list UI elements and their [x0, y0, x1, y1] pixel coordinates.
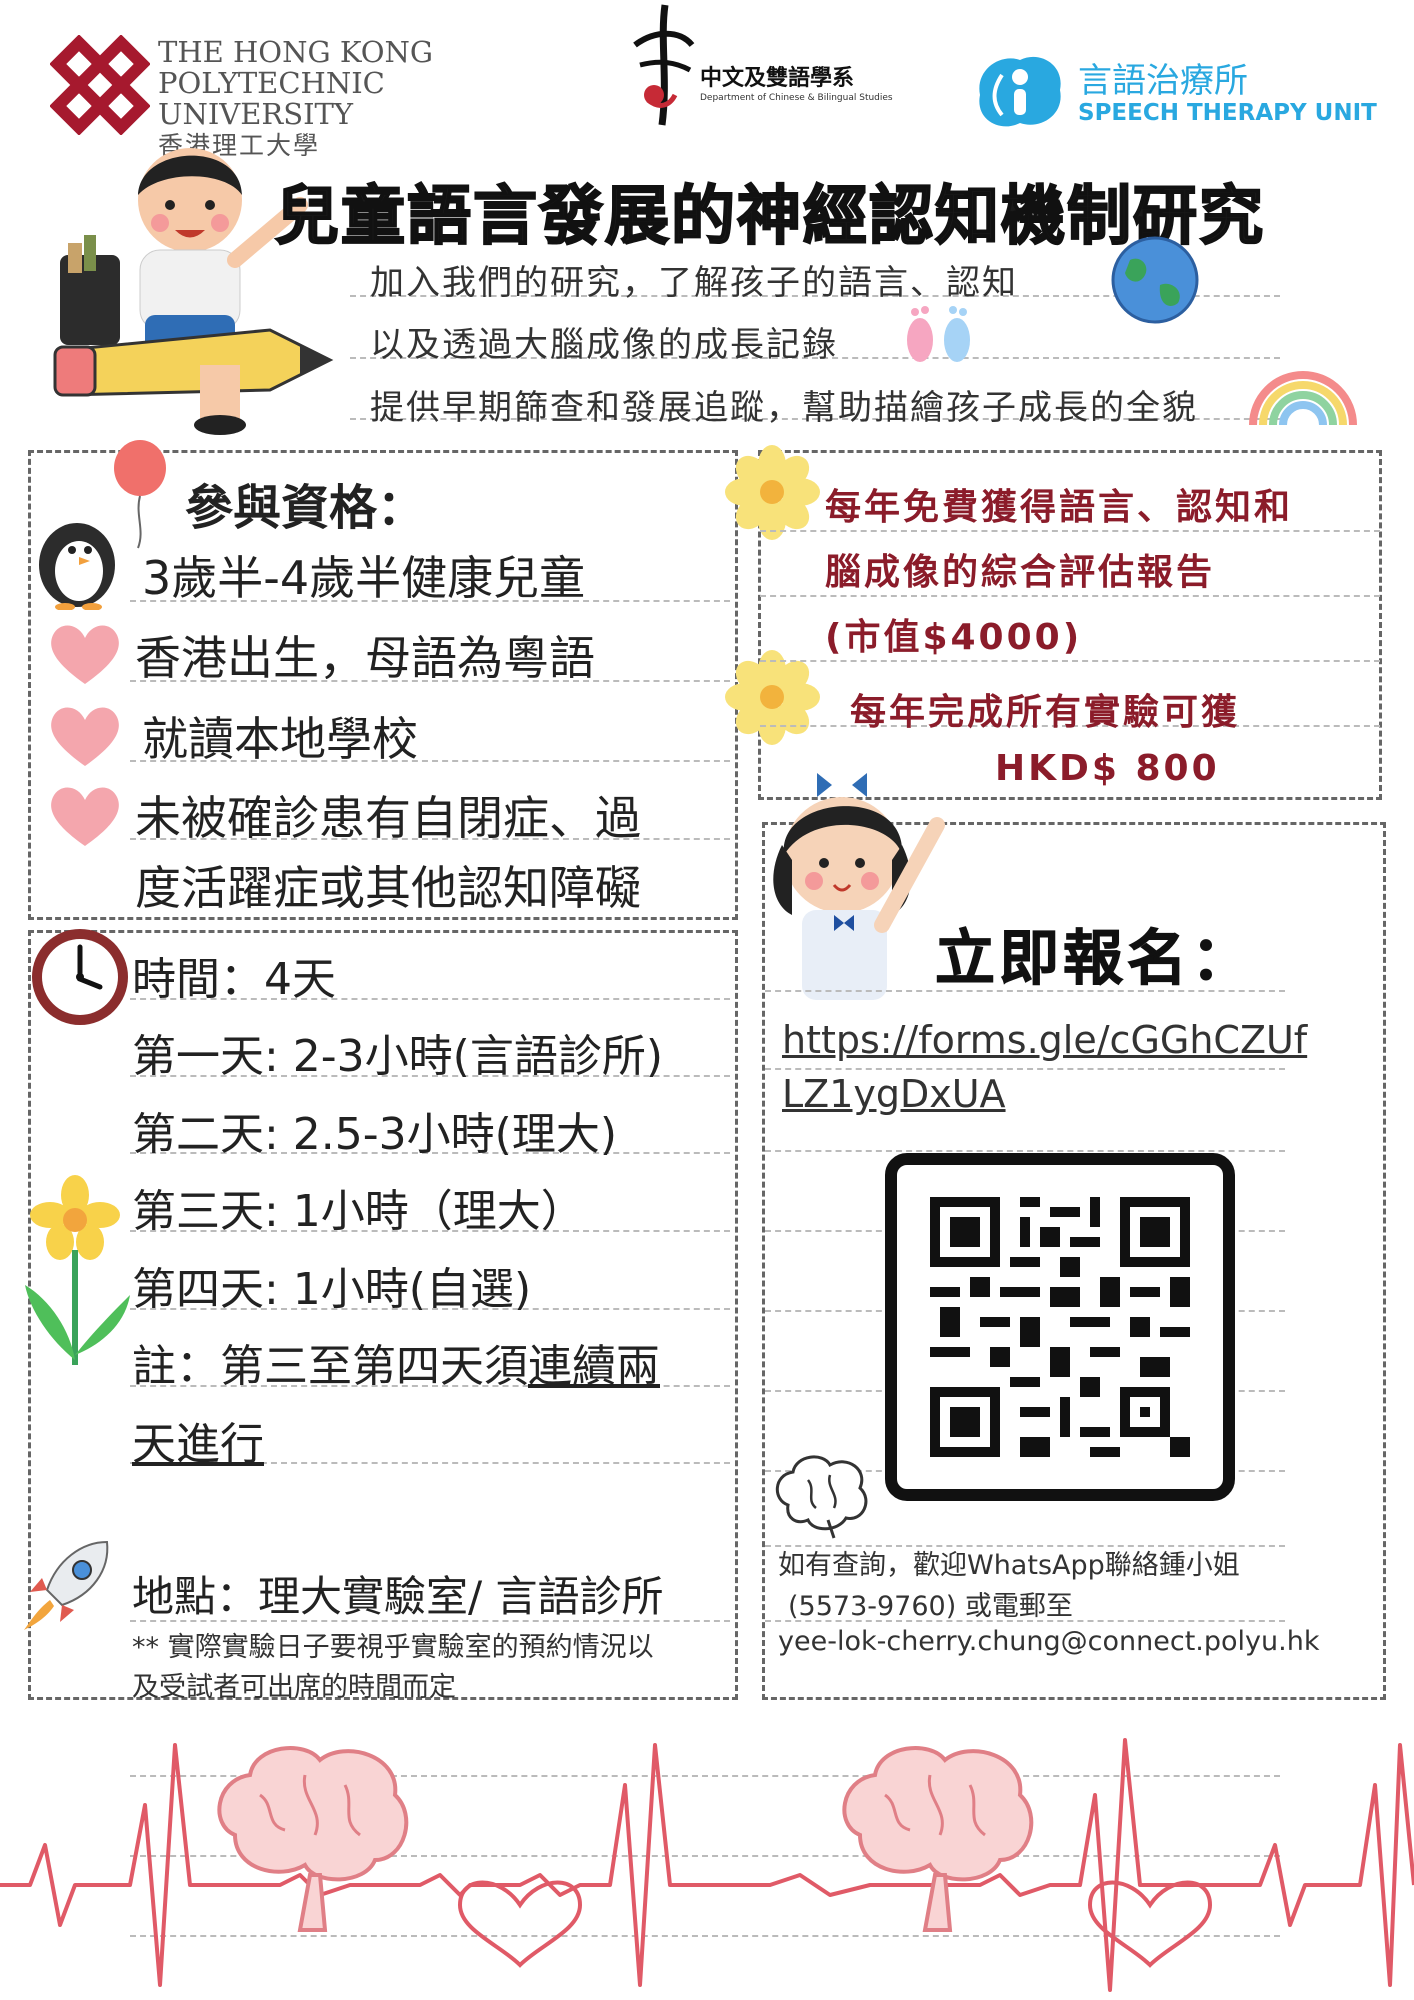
- schedule-location: 地點：理大實驗室/ 言語診所: [132, 1572, 664, 1621]
- eligibility-heading: 參與資格：: [185, 480, 426, 536]
- polyu-en-line1: THE HONG KONG: [158, 35, 434, 69]
- benefit-line-1: 每年免費獲得語言、認知和: [825, 487, 1294, 528]
- girl-waving-icon: [773, 773, 945, 1000]
- tulip-icon: [25, 1175, 130, 1365]
- benefit-line-5: HKD$ 800: [995, 748, 1220, 789]
- footprints-icon: [907, 306, 970, 362]
- stu-logo: 言語治療所 SPEECH THERAPY UNIT: [970, 45, 1377, 135]
- brain-icon: [842, 1746, 1034, 1932]
- intro-line-1: 加入我們的研究，了解孩子的語言、認知: [370, 263, 1018, 303]
- heart-icon: [51, 787, 119, 846]
- schedule-day-4: 第四天: 1小時(自選): [132, 1264, 532, 1315]
- dept-logo-icon: [633, 4, 695, 126]
- schedule-day-2: 第二天: 2.5-3小時(理大): [132, 1109, 617, 1160]
- register-heading: 立即報名：: [935, 924, 1255, 995]
- clock-icon: [32, 929, 128, 1025]
- schedule-footnote-2: 及受試者可出席的時間而定: [132, 1672, 456, 1703]
- register-link-line-1[interactable]: https://forms.gle/cGGhCZUf: [782, 1018, 1308, 1062]
- register-box: [762, 822, 1386, 1700]
- heartbeat-icon: [0, 1738, 1414, 1992]
- register-link-line-2[interactable]: LZ1ygDxUA: [782, 1072, 1006, 1116]
- dept-zh: 中文及雙語學系: [700, 65, 855, 91]
- brain-icon: [775, 1455, 868, 1539]
- polyu-logo-icon: [50, 35, 150, 135]
- schedule-day-1: 第一天: 2-3小時(言語診所): [132, 1031, 664, 1082]
- schedule-note-part-b: 連續兩: [528, 1341, 660, 1392]
- flower-icon: [725, 445, 820, 540]
- dept-logo: 中文及雙語學系 Department of Chinese & Bilingua…: [620, 0, 900, 130]
- contact-line-1: 如有查詢，歡迎WhatsApp聯絡鍾小姐: [778, 1550, 1240, 1581]
- contact-line-2: (5573-9760) 或電郵至: [788, 1591, 1073, 1622]
- penguin-icon: [39, 523, 115, 610]
- benefits-box: [758, 450, 1382, 800]
- balloon-icon: [114, 440, 166, 549]
- rocket-icon: [24, 1540, 109, 1630]
- schedule-footnote-1: ** 實際實驗日子要視乎實驗室的預約情況以: [132, 1632, 654, 1663]
- page-title: 兒童語言發展的神經認知機制研究: [274, 179, 1265, 255]
- schedule-note: 註：第三至第四天須連續兩: [132, 1330, 660, 1394]
- dept-en: Department of Chinese & Bilingual Studie…: [700, 93, 893, 103]
- eligibility-item-4: 未被確診患有自閉症、過: [135, 791, 641, 845]
- stu-zh: 言語治療所: [1078, 61, 1248, 101]
- boy-on-pencil-icon: [53, 148, 334, 435]
- schedule-note-part-a: 註：第三至第四天須: [132, 1341, 528, 1392]
- eligibility-item-5: 度活躍症或其他認知障礙: [135, 861, 641, 915]
- stu-logo-icon: [979, 56, 1061, 127]
- eligibility-item-3: 就讀本地學校: [142, 712, 418, 766]
- qr-code-icon: [930, 1197, 1190, 1457]
- flower-icon: [725, 650, 820, 745]
- eligibility-item-2: 香港出生，母語為粵語: [135, 631, 595, 685]
- benefit-line-3: (市值$4000): [825, 617, 1083, 658]
- intro-line-3: 提供早期篩查和發展追蹤，幫助描繪孩子成長的全貌: [370, 388, 1198, 428]
- benefit-line-4: 每年完成所有實驗可獲: [850, 692, 1241, 733]
- benefit-line-2: 腦成像的綜合評估報告: [825, 552, 1216, 593]
- stu-en: SPEECH THERAPY UNIT: [1078, 100, 1377, 126]
- heart-icon: [51, 625, 119, 684]
- brain-icon: [217, 1746, 409, 1932]
- schedule-time: 時間：4天: [132, 954, 336, 1005]
- qr-code[interactable]: [885, 1153, 1235, 1501]
- intro-line-2: 以及透過大腦成像的成長記錄: [370, 325, 838, 365]
- globe-icon: [1111, 236, 1199, 324]
- rainbow-icon: [1249, 371, 1357, 426]
- schedule-note-part-c: 天進行: [132, 1419, 264, 1470]
- polyu-logo: THE HONG KONG POLYTECHNIC UNIVERSITY 香港理…: [50, 35, 570, 160]
- contact-email[interactable]: yee-lok-cherry.chung@connect.polyu.hk: [778, 1626, 1320, 1657]
- schedule-day-3: 第三天: 1小時（理大）: [132, 1186, 585, 1237]
- schedule-box: [28, 930, 738, 1700]
- eligibility-item-1: 3歲半-4歲半健康兒童: [142, 551, 586, 605]
- heart-icon: [51, 707, 119, 766]
- polyu-en-line2: POLYTECHNIC UNIVERSITY: [158, 66, 385, 131]
